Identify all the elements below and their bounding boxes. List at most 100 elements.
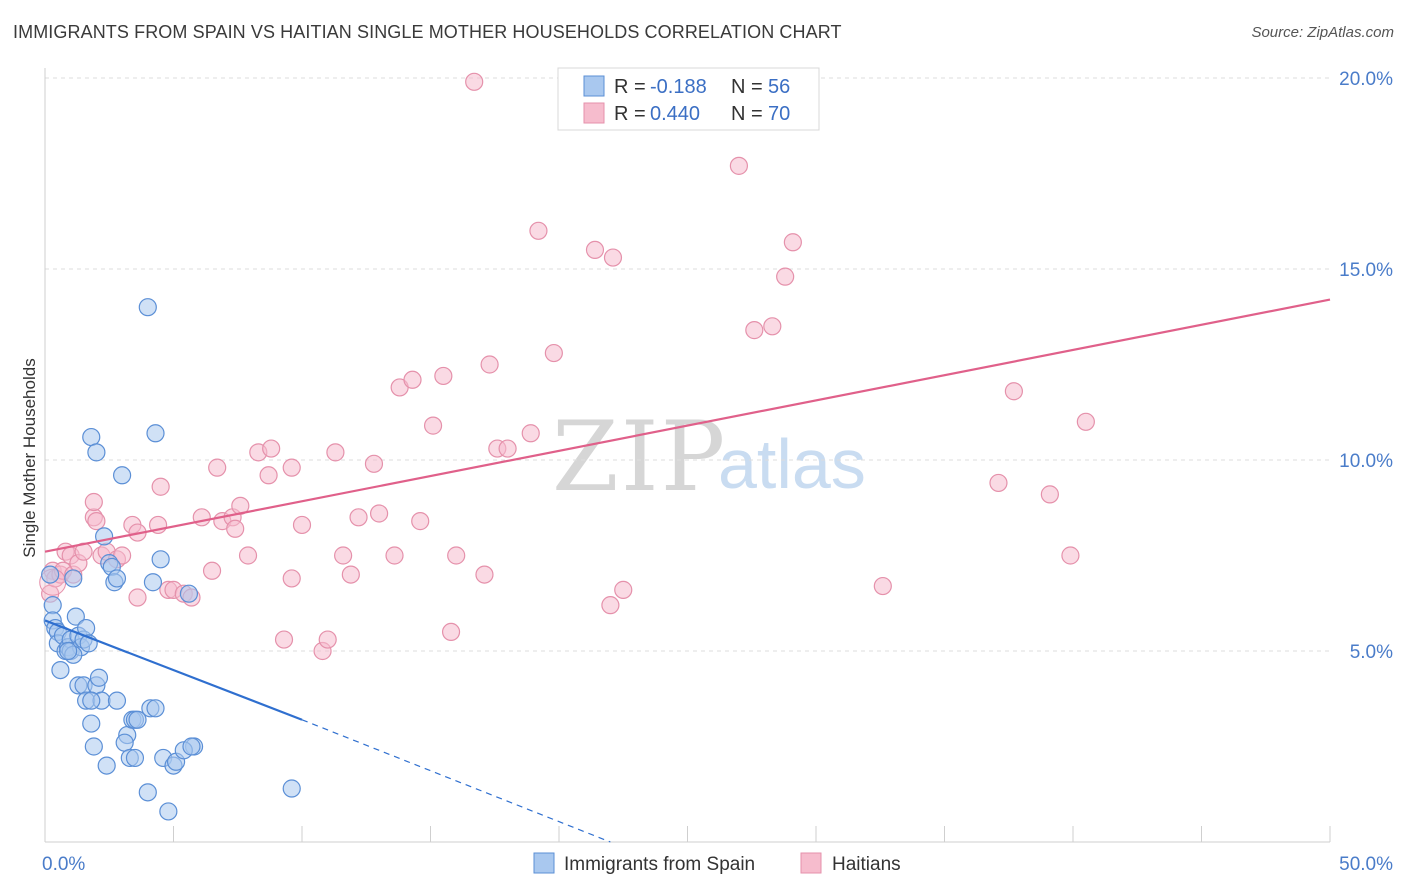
haitians-points	[39, 72, 1095, 661]
y-tick-label: 10.0%	[1339, 451, 1393, 472]
haitians-point	[226, 519, 245, 538]
spain-point	[51, 660, 70, 680]
haitians-point	[614, 580, 633, 599]
haitians-point	[87, 512, 106, 531]
haitians-point	[1004, 382, 1023, 401]
source-label: Source: ZipAtlas.com	[1251, 24, 1394, 41]
spain-point	[89, 668, 109, 687]
haitians-point	[529, 221, 548, 240]
watermark-atlas: atlas	[718, 425, 866, 503]
y-axis-label: Single Mother Households	[20, 358, 39, 557]
bottom-legend-label-spain: Immigrants from Spain	[564, 854, 755, 875]
trend-lines	[44, 298, 1331, 843]
haitians-point	[341, 565, 360, 584]
haitians-point	[151, 477, 170, 496]
y-tick-label: 5.0%	[1350, 642, 1393, 663]
legend-r-label-haitians: R =	[614, 103, 646, 125]
haitians-point	[318, 630, 337, 649]
spain-point	[82, 691, 101, 710]
legend-n-label-haitians: N =	[731, 103, 763, 125]
haitians-point	[349, 508, 368, 527]
haitians-point	[447, 546, 466, 565]
haitians-point	[498, 439, 517, 458]
spain-point	[159, 802, 178, 821]
haitians-point	[601, 596, 620, 615]
haitians-trend-line	[44, 298, 1331, 553]
haitians-point	[411, 512, 430, 531]
haitians-point	[403, 370, 422, 389]
haitians-point	[274, 630, 294, 649]
haitians-point	[441, 622, 461, 642]
haitians-point	[544, 343, 563, 363]
haitians-point	[385, 546, 404, 565]
legend-r-label-spain: R =	[614, 76, 646, 98]
haitians-point	[208, 458, 227, 477]
spain-point	[115, 733, 134, 752]
haitians-point	[873, 576, 892, 596]
haitians-point	[364, 454, 384, 473]
haitians-point	[238, 546, 258, 565]
x-tick-label-min: 0.0%	[42, 854, 85, 875]
haitians-point	[465, 72, 484, 91]
haitians-point	[776, 267, 795, 286]
spain-point	[182, 737, 201, 756]
legend-swatch-haitians	[583, 102, 605, 124]
spain-point	[84, 737, 103, 756]
watermark-zip: ZIP	[552, 401, 727, 513]
spain-point	[151, 550, 170, 569]
spain-point	[43, 596, 62, 615]
spain-point	[282, 779, 301, 798]
haitians-point	[729, 156, 749, 175]
haitians-point	[423, 416, 443, 435]
spain-point	[179, 584, 199, 603]
legend-n-value-spain: 56	[768, 76, 790, 98]
haitians-point	[475, 565, 494, 584]
grid-lines	[45, 77, 1330, 652]
haitians-point	[282, 569, 301, 588]
haitians-point	[603, 248, 623, 267]
haitians-point	[262, 439, 281, 458]
spain-point	[41, 565, 60, 584]
spain-point	[59, 641, 78, 661]
y-tick-label: 20.0%	[1339, 69, 1393, 90]
y-tick-label: 15.0%	[1339, 260, 1393, 281]
legend-swatch-spain	[583, 75, 605, 97]
haitians-point	[259, 466, 278, 485]
axes	[44, 68, 1331, 843]
haitians-point	[745, 321, 764, 340]
spain-point	[138, 298, 157, 317]
haitians-point	[989, 473, 1008, 493]
spain-point	[146, 699, 165, 718]
haitians-point	[1061, 546, 1080, 565]
legend-r-value-haitians: 0.440	[650, 103, 700, 125]
spain-trend-line	[44, 619, 303, 721]
spain-point	[64, 569, 83, 588]
spain-point	[138, 783, 157, 802]
spain-trend-extension	[301, 719, 611, 843]
haitians-point	[521, 424, 540, 443]
spain-point	[82, 714, 101, 733]
haitians-point	[585, 240, 605, 259]
spain-point	[66, 607, 85, 626]
haitians-point	[1076, 412, 1095, 431]
chart-title: IMMIGRANTS FROM SPAIN VS HAITIAN SINGLE …	[13, 22, 842, 42]
haitians-point	[763, 317, 782, 336]
haitians-point	[334, 546, 353, 565]
spain-point	[125, 748, 145, 768]
haitians-point	[84, 492, 103, 512]
correlation-legend: R = -0.188 N = 56 R = 0.440 N = 70	[557, 67, 820, 131]
haitians-point	[202, 561, 222, 580]
spain-point	[107, 691, 127, 710]
haitians-point	[434, 366, 453, 386]
haitians-point	[480, 355, 499, 374]
haitians-point	[1040, 485, 1059, 504]
legend-n-label-spain: N =	[731, 76, 763, 98]
haitians-point	[370, 504, 389, 523]
haitians-point	[128, 588, 147, 607]
spain-point	[146, 424, 165, 443]
spain-point	[87, 443, 106, 462]
legend-n-value-haitians: 70	[768, 103, 790, 125]
tick-labels: 5.0% 10.0% 15.0% 20.0% 0.0% 50.0%	[42, 69, 1393, 875]
spain-point	[107, 569, 127, 588]
